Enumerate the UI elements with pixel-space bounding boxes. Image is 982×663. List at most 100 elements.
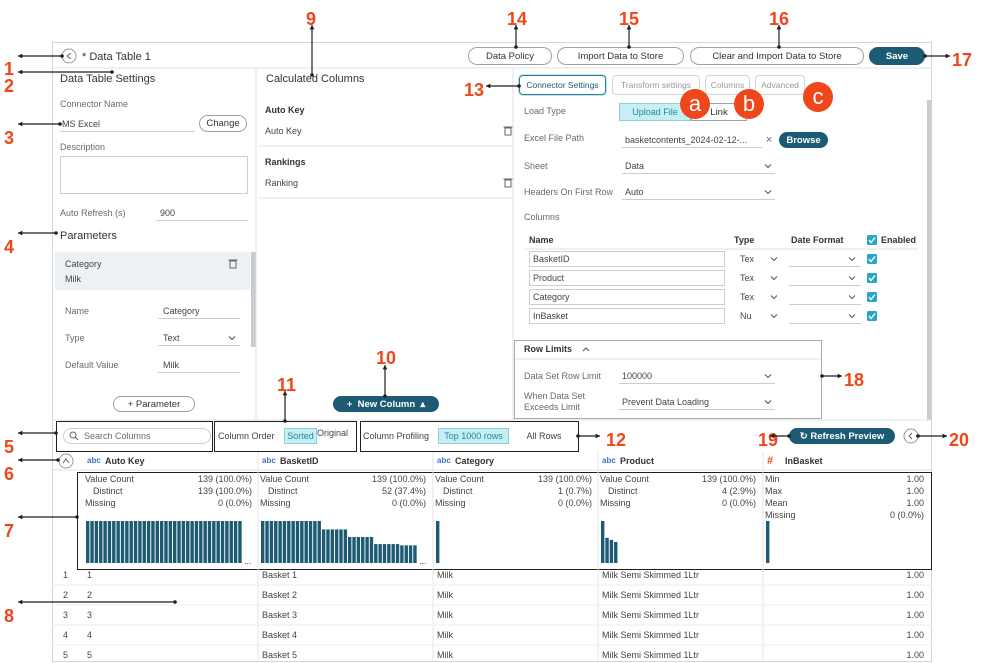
callout-dot	[576, 434, 580, 438]
dropdown-chevron	[228, 336, 236, 341]
field-input[interactable]	[158, 357, 240, 373]
histogram-bar	[207, 521, 212, 563]
date-format-input[interactable]	[789, 270, 861, 286]
column-name-input[interactable]	[529, 308, 725, 324]
profiling-option[interactable]: Top 1000 rows	[438, 428, 509, 444]
refresh-input[interactable]	[156, 206, 248, 221]
cell: Basket 3	[262, 610, 298, 620]
column-name-input[interactable]	[529, 251, 725, 267]
callout-dot	[173, 600, 177, 604]
callout-number: 17	[952, 50, 973, 70]
profiling-option-label: Top 1000 rows	[444, 431, 503, 441]
trash-icon	[504, 179, 512, 188]
column-type-badge: abc	[437, 456, 451, 465]
parameter-item	[55, 252, 250, 290]
order-option[interactable]: Original	[317, 428, 353, 444]
histogram-bar	[436, 521, 440, 563]
field-value: Text	[163, 333, 180, 343]
date-format-input[interactable]	[789, 308, 861, 324]
add-parameter-button[interactable]: + Parameter	[113, 396, 195, 412]
field-input[interactable]	[158, 330, 240, 346]
cell: Milk Semi Skimmed 1Ltr	[602, 570, 700, 580]
order-option[interactable]: Sorted	[284, 428, 317, 444]
callout-arrowhead	[18, 53, 23, 59]
histogram-bar	[413, 545, 417, 563]
column-name-input[interactable]	[529, 289, 725, 305]
histogram-bar	[330, 529, 334, 563]
date-format-input[interactable]	[789, 289, 861, 305]
histogram-bar	[168, 521, 173, 563]
row-number: 1	[63, 570, 69, 580]
histogram-bar	[112, 521, 116, 563]
profile-label: Value Count	[260, 474, 309, 484]
column-name-input[interactable]	[529, 270, 725, 286]
settings-tab-label: Transform settings	[620, 80, 692, 90]
checkbox	[867, 254, 877, 264]
settings-tab[interactable]: Transform settings	[612, 75, 700, 95]
callout-number: 12	[606, 430, 627, 450]
profile-label: Missing	[765, 510, 796, 520]
histogram-bar	[159, 521, 164, 563]
callout-arrowhead	[18, 121, 23, 127]
header-button[interactable]: Save	[869, 47, 925, 65]
callout-dot	[310, 73, 314, 77]
load-type-option-label: Upload File	[632, 107, 678, 117]
dropdown[interactable]	[619, 368, 775, 384]
group-title: Auto Key	[265, 105, 305, 115]
histogram-bar	[601, 521, 605, 563]
profile-value: 0 (0.0%)	[721, 498, 756, 508]
scrollbar	[251, 252, 256, 347]
collapse-caret	[582, 347, 590, 352]
dropdown[interactable]	[622, 158, 775, 174]
callout-number: 3	[4, 128, 15, 148]
browse-button[interactable]: Browse	[779, 132, 828, 148]
settings-tab[interactable]: Columns	[705, 75, 750, 95]
field-label: Data Set Row Limit	[524, 371, 602, 381]
column-name: Product	[620, 456, 655, 466]
cell: 1.00	[906, 590, 924, 600]
profile-value: 139 (100.0%)	[197, 486, 252, 496]
calculated-column: Ranking	[265, 178, 299, 188]
histogram-bar	[287, 521, 291, 563]
callout-number: 20	[949, 430, 970, 450]
histogram-bar	[408, 545, 413, 563]
header-button-label: Data Policy	[485, 50, 535, 62]
histogram-bar	[186, 521, 190, 563]
histogram-bar	[339, 529, 343, 563]
profiling-option[interactable]: All Rows	[515, 428, 573, 444]
histogram-bar	[103, 521, 107, 563]
field-input[interactable]	[158, 303, 240, 319]
search-input[interactable]	[63, 428, 211, 444]
dropdown[interactable]	[622, 184, 775, 200]
header-button[interactable]: Import Data to Store	[557, 47, 684, 65]
histogram-bar	[614, 542, 618, 563]
histogram-bar	[133, 521, 138, 563]
parameter-value: Milk	[65, 274, 81, 284]
cell: 1.00	[906, 570, 924, 580]
profile-label: Value Count	[435, 474, 484, 484]
header-button[interactable]: Clear and Import Data to Store	[690, 47, 864, 65]
histogram-bar	[225, 521, 229, 563]
histogram-bar	[387, 544, 391, 563]
callout-dot	[58, 122, 62, 126]
profile-value: 0 (0.0%)	[889, 510, 924, 520]
callout-number: 11	[277, 375, 297, 395]
callout-frame	[56, 421, 213, 452]
settings-tab[interactable]: Advanced	[755, 75, 805, 95]
histogram-bar	[151, 521, 155, 563]
dropdown[interactable]	[619, 394, 775, 410]
column-type-badge: abc	[602, 456, 616, 465]
header-button[interactable]: Data Policy	[468, 47, 552, 65]
change-button[interactable]: Change	[199, 115, 247, 132]
description-textarea[interactable]	[60, 156, 248, 194]
date-format-input[interactable]	[789, 251, 861, 267]
histogram-bar	[304, 521, 308, 563]
cell: Milk	[437, 610, 453, 620]
callout-number: 14	[507, 9, 528, 29]
change-button-label: Change	[206, 118, 240, 129]
row-limits-box	[514, 340, 822, 419]
panel-title: Calculated Columns	[266, 73, 365, 85]
histogram-bar	[99, 521, 103, 563]
row-number: 4	[63, 630, 69, 640]
profile-label: Distinct	[608, 486, 638, 496]
